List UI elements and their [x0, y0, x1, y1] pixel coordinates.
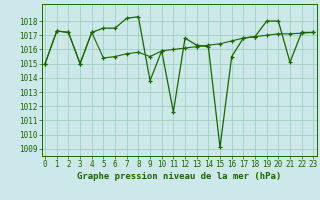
- X-axis label: Graphe pression niveau de la mer (hPa): Graphe pression niveau de la mer (hPa): [77, 172, 281, 181]
